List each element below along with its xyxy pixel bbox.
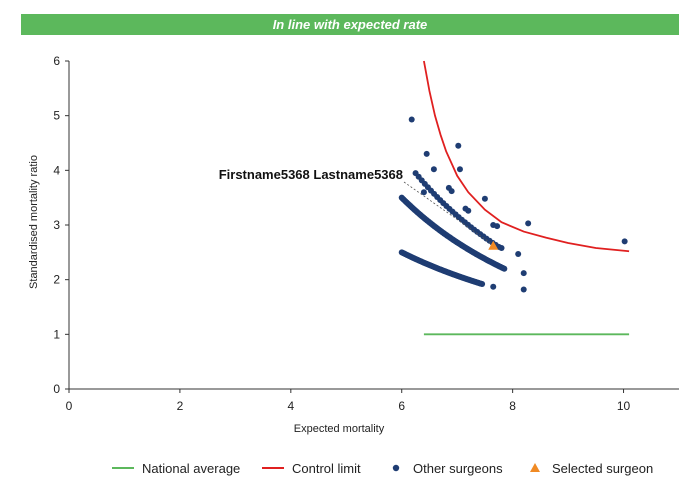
surgeon-point xyxy=(621,238,628,245)
x-tick-label: 10 xyxy=(617,399,631,413)
surgeon-point xyxy=(420,189,427,196)
status-banner: In line with expected rate xyxy=(21,14,679,35)
surgeon-point xyxy=(520,286,527,293)
y-tick-label: 5 xyxy=(53,109,60,123)
series-lines xyxy=(423,60,630,336)
surgeon-point xyxy=(430,166,437,173)
legend-label: Other surgeons xyxy=(413,461,503,476)
y-tick-label: 6 xyxy=(53,54,60,68)
surgeon-point xyxy=(408,116,415,123)
y-tick-label: 3 xyxy=(53,218,60,232)
series-points xyxy=(398,116,628,293)
surgeon-point xyxy=(490,283,497,290)
surgeon-point xyxy=(525,220,532,227)
selected-surgeon-label: Firstname5368 Lastname5368 xyxy=(219,167,403,182)
surgeon-point xyxy=(515,250,522,257)
y-axis-title: Standardised mortality ratio xyxy=(28,155,40,289)
x-tick-label: 8 xyxy=(509,399,516,413)
x-axis-title: Expected mortality xyxy=(294,423,385,435)
x-tick-label: 2 xyxy=(177,399,184,413)
y-tick-label: 0 xyxy=(53,382,60,396)
surgeon-point xyxy=(498,244,505,251)
surgeon-point xyxy=(448,188,455,195)
x-tick-label: 4 xyxy=(287,399,294,413)
surgeon-point xyxy=(501,265,508,272)
control-limit-line xyxy=(423,60,630,253)
legend-swatch xyxy=(392,464,400,472)
y-tick-label: 2 xyxy=(53,273,60,287)
x-tick-label: 0 xyxy=(66,399,73,413)
y-tick-label: 4 xyxy=(53,163,60,177)
selected-surgeon-marker xyxy=(488,240,499,250)
surgeon-point xyxy=(520,270,527,277)
legend-label: National average xyxy=(142,461,240,476)
y-tick-label: 1 xyxy=(53,327,60,341)
legend-label: Selected surgeon xyxy=(552,461,653,476)
surgeon-point xyxy=(481,195,488,202)
surgeon-point xyxy=(456,166,463,173)
annotation: Firstname5368 Lastname5368 xyxy=(219,167,491,244)
surgeon-point xyxy=(479,281,486,288)
legend-swatch xyxy=(530,463,540,472)
surgeon-point xyxy=(455,142,462,149)
annotation-leader xyxy=(403,181,491,244)
x-tick-label: 6 xyxy=(398,399,405,413)
axes: 0 2 4 6 8 10 0 1 2 3 4 5 6 Expected mortality Standard… xyxy=(28,54,679,435)
surgeon-point xyxy=(494,223,501,230)
surgeon-point xyxy=(423,150,430,157)
surgeon-point xyxy=(465,207,472,214)
legend-label: Control limit xyxy=(292,461,361,476)
legend: National average Control limit Other surge… xyxy=(112,461,653,476)
